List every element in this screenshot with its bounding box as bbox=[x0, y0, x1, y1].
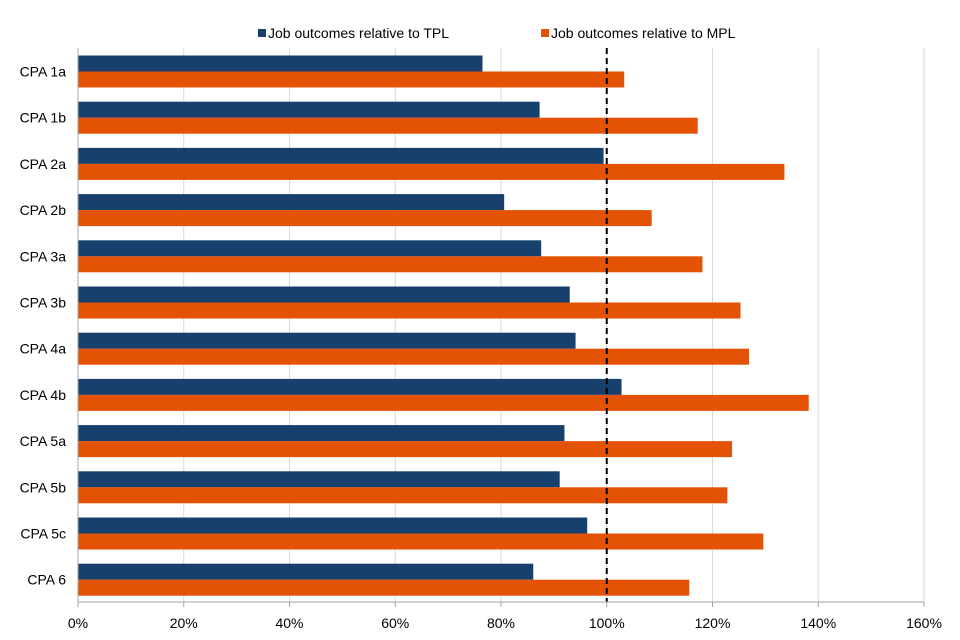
legend-swatch bbox=[258, 29, 266, 37]
bar-mpl bbox=[78, 579, 690, 596]
bar-tpl bbox=[78, 332, 576, 349]
x-tick-label: 0% bbox=[68, 615, 88, 631]
bar-tpl bbox=[78, 101, 540, 118]
bars bbox=[78, 55, 809, 596]
bar-mpl bbox=[78, 210, 652, 227]
x-tick-label: 140% bbox=[800, 615, 836, 631]
x-tick-label: 80% bbox=[487, 615, 515, 631]
bar-tpl bbox=[78, 471, 560, 488]
category-label: CPA 6 bbox=[27, 572, 66, 588]
category-label: CPA 2b bbox=[20, 202, 67, 218]
bar-tpl bbox=[78, 378, 622, 395]
category-label: CPA 5c bbox=[20, 526, 66, 542]
category-label: CPA 4b bbox=[20, 387, 67, 403]
x-tick-label: 40% bbox=[275, 615, 303, 631]
x-tick-label: 160% bbox=[906, 615, 942, 631]
bar-tpl bbox=[78, 55, 483, 72]
legend: Job outcomes relative to TPL Job outcomes… bbox=[258, 25, 736, 41]
bar-mpl bbox=[78, 302, 741, 319]
bar-mpl bbox=[78, 348, 749, 365]
category-label: CPA 3a bbox=[20, 248, 67, 264]
category-label: CPA 3b bbox=[20, 295, 67, 311]
x-tick-label: 100% bbox=[589, 615, 625, 631]
legend-swatch bbox=[541, 29, 549, 37]
bar-mpl bbox=[78, 394, 809, 411]
category-label: CPA 2a bbox=[20, 156, 67, 172]
category-label: CPA 1b bbox=[20, 110, 67, 126]
legend-label: Job outcomes relative to MPL bbox=[551, 25, 736, 41]
bar-mpl bbox=[78, 441, 733, 458]
bar-mpl bbox=[78, 163, 785, 180]
bar-tpl bbox=[78, 194, 505, 211]
bar-mpl bbox=[78, 487, 728, 504]
bar-tpl bbox=[78, 147, 604, 164]
category-labels: CPA 1a CPA 1b CPA 2a CPA 2b CPA 3a CPA 3b CPA … bbox=[20, 64, 67, 588]
bar-mpl bbox=[78, 117, 698, 134]
bar-mpl bbox=[78, 71, 625, 88]
category-label: CPA 1a bbox=[20, 64, 67, 80]
bar-tpl bbox=[78, 517, 588, 534]
x-axis: 0% 20% 40% 60% 80% 100% 120% 140% 160% bbox=[68, 48, 942, 631]
bar-tpl bbox=[78, 425, 565, 442]
bar-tpl bbox=[78, 286, 570, 303]
x-tick-label: 60% bbox=[381, 615, 409, 631]
category-label: CPA 5a bbox=[20, 433, 67, 449]
bar-mpl bbox=[78, 256, 703, 273]
bar-tpl bbox=[78, 563, 534, 580]
category-label: CPA 5b bbox=[20, 479, 67, 495]
category-label: CPA 4a bbox=[20, 341, 67, 357]
bar-mpl bbox=[78, 533, 764, 550]
legend-label: Job outcomes relative to TPL bbox=[268, 25, 449, 41]
x-tick-label: 20% bbox=[170, 615, 198, 631]
x-tick-label: 120% bbox=[695, 615, 731, 631]
bar-tpl bbox=[78, 240, 542, 257]
